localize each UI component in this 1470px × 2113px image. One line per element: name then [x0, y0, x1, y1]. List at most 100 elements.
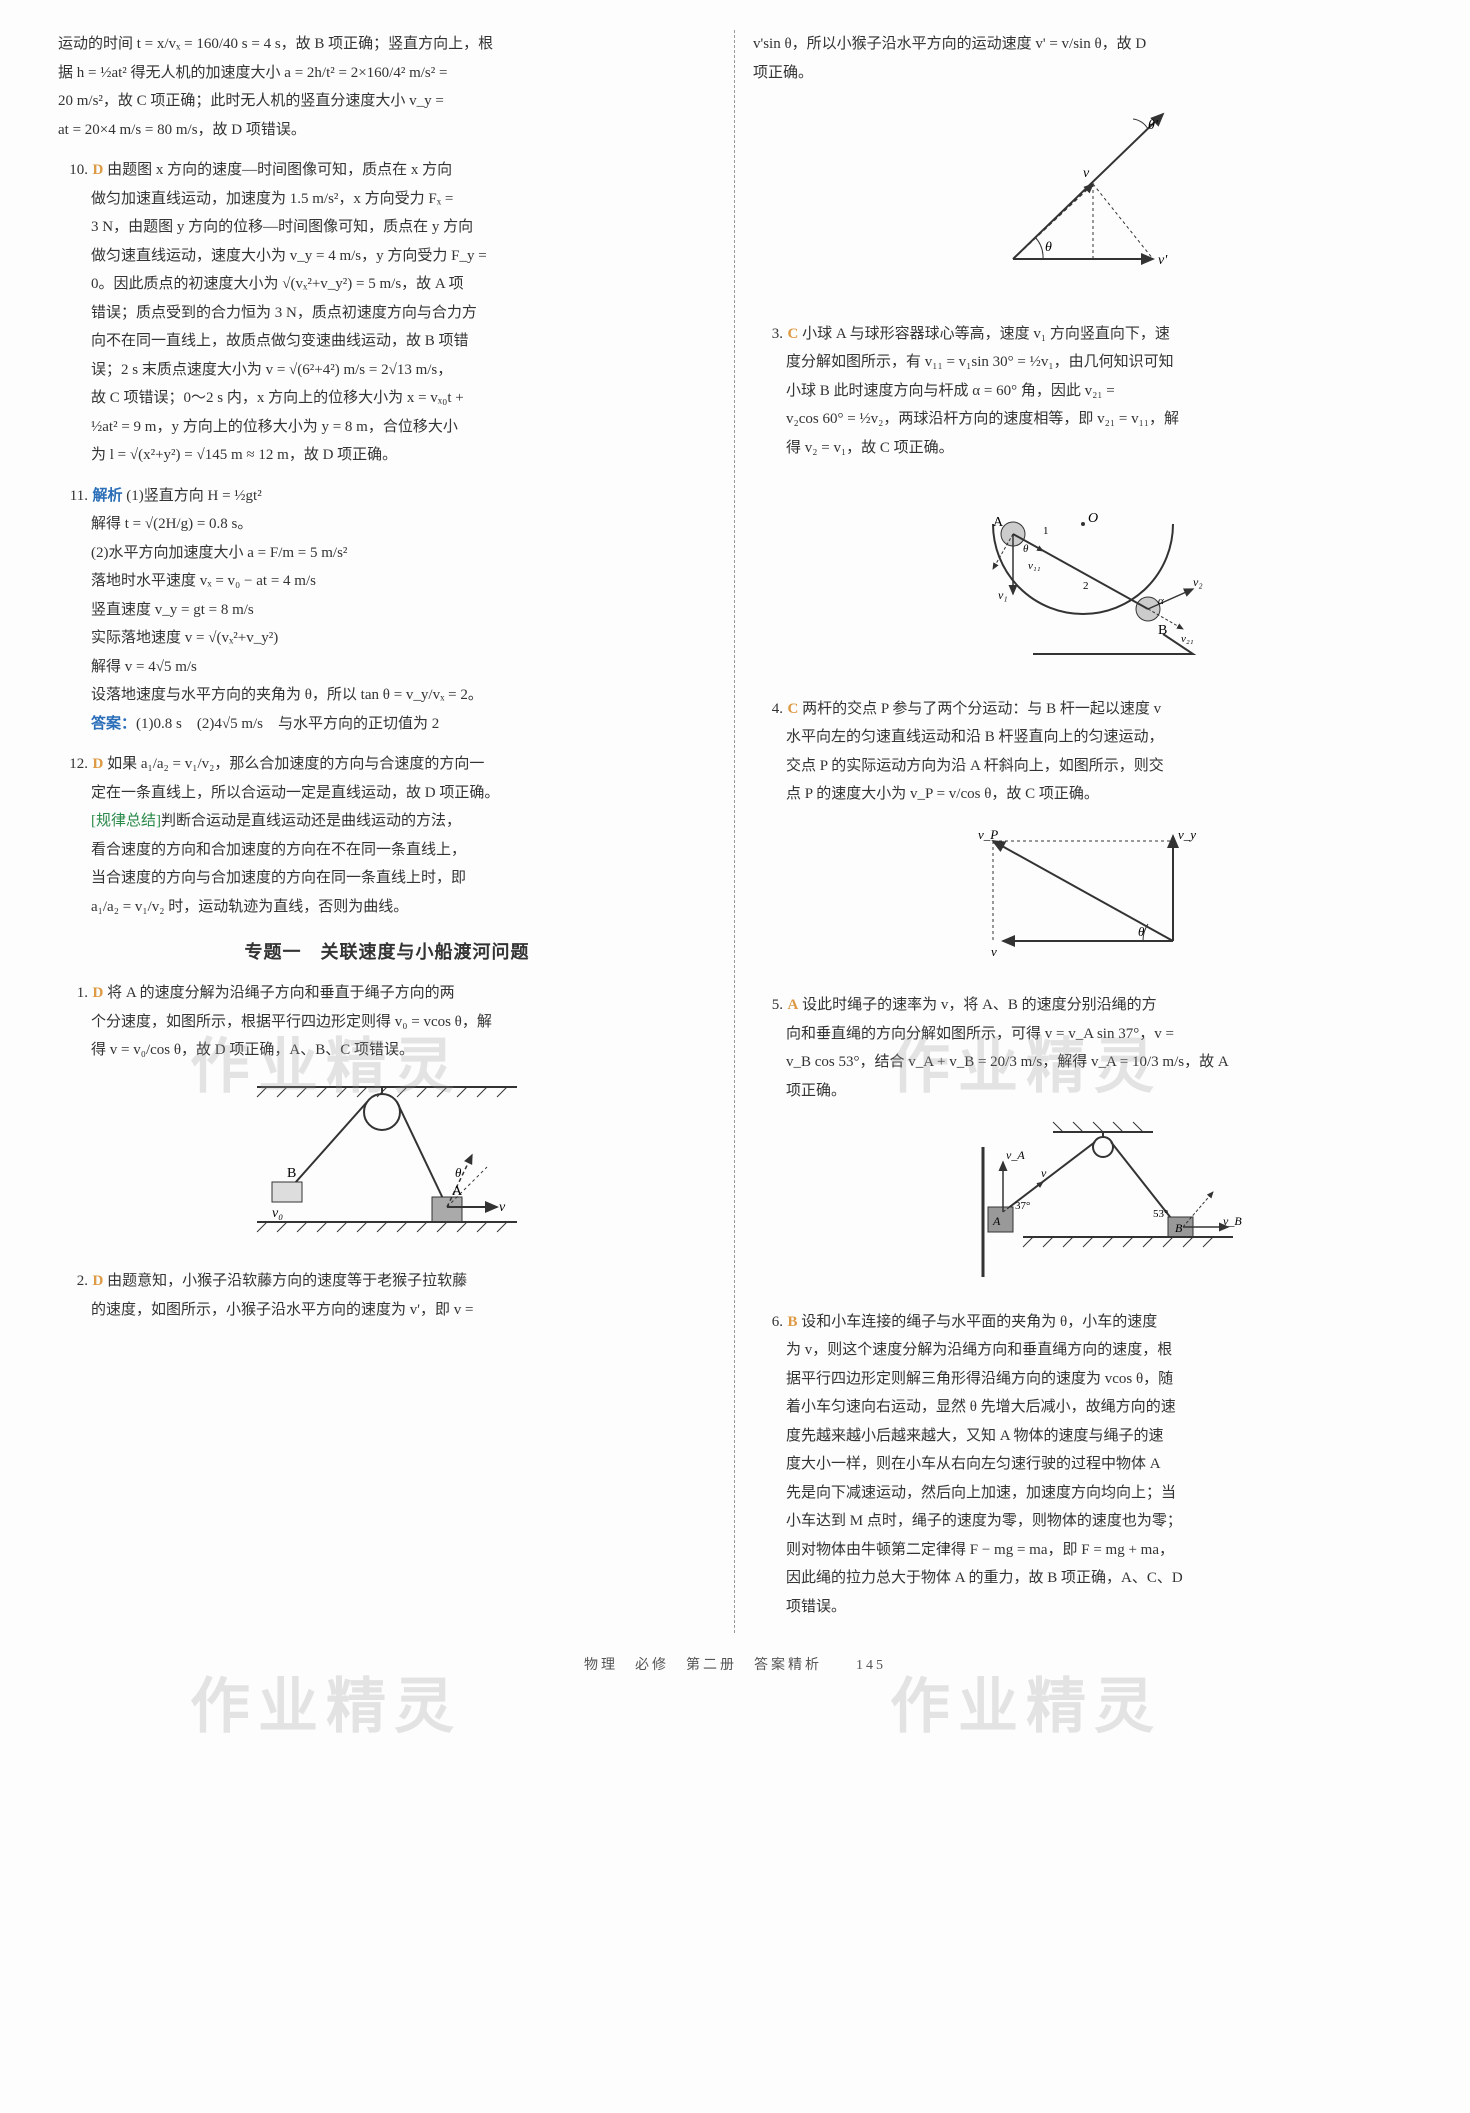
- problem-10: 10.D 由题图 x 方向的速度—时间图像可知，质点在 x 方向 做匀加速直线运…: [58, 156, 716, 470]
- diagram-pulley-ab: B A v₀ v θ: [58, 1077, 716, 1258]
- answer-letter: C: [788, 326, 799, 342]
- text-line: ½at² = 9 m，y 方向上的位移大小为 y = 8 m，合位移大小: [91, 413, 716, 442]
- text-line: 小车达到 M 点时，绳子的速度为零，则物体的速度也为零；: [786, 1507, 1412, 1536]
- text-line: 误；2 s 末质点速度大小为 v = √(6²+4²) m/s = 2√13 m…: [91, 356, 716, 385]
- section-title: 专题一 关联速度与小船渡河问题: [58, 935, 716, 969]
- text-line: 做匀速直线运动，速度大小为 v_y = 4 m/s，y 方向受力 F_y =: [91, 242, 716, 271]
- text-line: 的速度，如图所示，小猴子沿水平方向的速度为 v'，即 v =: [91, 1296, 716, 1325]
- text-line: 项正确。: [786, 1077, 1412, 1106]
- svg-text:v: v: [499, 1200, 506, 1215]
- text-line: 3 N，由题图 y 方向的位移—时间图像可知，质点在 y 方向: [91, 213, 716, 242]
- text-line: 设和小车连接的绳子与水平面的夹角为 θ，小车的速度: [801, 1314, 1157, 1330]
- svg-text:v₂: v₂: [1193, 575, 1203, 589]
- right-column: v'sin θ，所以小猴子沿水平方向的运动速度 v' = v/sin θ，故 D…: [735, 30, 1430, 1633]
- svg-text:v: v: [1083, 166, 1090, 181]
- text-line: 项正确。: [753, 59, 1412, 88]
- text-line: 判断合运动是直线运动还是曲线运动的方法，: [161, 813, 461, 829]
- problem-number: 6.: [753, 1308, 783, 1337]
- answer-label: 答案：: [91, 716, 136, 732]
- svg-text:θ: θ: [455, 1165, 462, 1180]
- diagram-sphere-container: A O B v₁ v₁₁ v₂ v₂₁ 1 2 α θ: [753, 474, 1412, 685]
- answer-letter: A: [788, 997, 799, 1013]
- problem-number: 1.: [58, 979, 88, 1008]
- problem-number: 4.: [753, 695, 783, 724]
- text-line: 实际落地速度 v = √(vₓ²+v_y²): [91, 624, 716, 653]
- rule-label: [规律总结]: [91, 813, 161, 829]
- text-line: v_B cos 53°，结合 v_A + v_B = 20/3 m/s，解得 v…: [786, 1048, 1412, 1077]
- analysis-label: 解析: [93, 488, 123, 504]
- text-line: 为 l = √(x²+y²) = √145 m ≈ 12 m，故 D 项正确。: [91, 441, 716, 470]
- svg-text:θ': θ': [1148, 118, 1159, 133]
- svg-text:v₁₁: v₁₁: [1028, 560, 1041, 572]
- text-line: 解得 v = 4√5 m/s: [91, 653, 716, 682]
- diagram-crossed-bars: v_P v_y v θ: [753, 821, 1412, 982]
- text-line: 当合速度的方向与合加速度的方向在同一条直线上时，即: [91, 864, 716, 893]
- text-line: 如果 a₁/a₂ = v₁/v₂，那么合加速度的方向与合速度的方向一: [107, 756, 484, 772]
- svg-text:θ: θ: [1045, 240, 1052, 255]
- text-line: 得 v₂ = v₁，故 C 项正确。: [786, 434, 1412, 463]
- svg-text:v: v: [1041, 1166, 1047, 1180]
- page-container: 作业精灵 作业精灵 作业精灵 作业精灵 运动的时间 t = x/vₓ = 160…: [40, 30, 1430, 1633]
- text-line: 竖直速度 v_y = gt = 8 m/s: [91, 596, 716, 625]
- text-line: a₁/a₂ = v₁/v₂ 时，运动轨迹为直线，否则为曲线。: [91, 893, 716, 922]
- text-line: 据 h = ½at² 得无人机的加速度大小 a = 2h/t² = 2×160/…: [58, 59, 716, 88]
- diagram-monkey-vine: θ θ' v v': [753, 99, 1412, 310]
- text-line: 由题意知，小猴子沿软藤方向的速度等于老猴子拉软藤: [107, 1273, 467, 1289]
- svg-text:v₂₁: v₂₁: [1181, 633, 1194, 645]
- section-problem-1: 1.D 将 A 的速度分解为沿绳子方向和垂直于绳子方向的两 个分速度，如图所示，…: [58, 979, 716, 1065]
- text-line: 因此绳的拉力总大于物体 A 的重力，故 B 项正确，A、C、D: [786, 1564, 1412, 1593]
- problem-number: 11.: [58, 482, 88, 511]
- text-line: 向不在同一直线上，故质点做匀变速曲线运动，故 B 项错: [91, 327, 716, 356]
- svg-text:v': v': [1158, 253, 1168, 268]
- text-line: 着小车匀速向右运动，显然 θ 先增大后减小，故绳方向的速: [786, 1393, 1412, 1422]
- text-line: 20 m/s²，故 C 项正确；此时无人机的竖直分速度大小 v_y =: [58, 87, 716, 116]
- svg-text:A: A: [993, 515, 1004, 530]
- text-line: 为 v，则这个速度分解为沿绳方向和垂直绳方向的速度，根: [786, 1336, 1412, 1365]
- svg-text:1: 1: [1043, 525, 1049, 537]
- text-line: 个分速度，如图所示，根据平行四边形定则得 v₀ = vcos θ，解: [91, 1008, 716, 1037]
- section-problem-2: 2.D 由题意知，小猴子沿软藤方向的速度等于老猴子拉软藤 的速度，如图所示，小猴…: [58, 1267, 716, 1324]
- text-line: 错误；质点受到的合力恒为 3 N，质点初速度方向与合力方: [91, 299, 716, 328]
- problem-6: 6. B 设和小车连接的绳子与水平面的夹角为 θ，小车的速度 为 v，则这个速度分…: [753, 1308, 1412, 1622]
- text-line: 设此时绳子的速率为 v，将 A、B 的速度分别沿绳的方: [802, 997, 1157, 1013]
- svg-text:v_B: v_B: [1223, 1214, 1242, 1228]
- answer-letter: D: [93, 1273, 104, 1289]
- svg-text:v_A: v_A: [1006, 1148, 1025, 1162]
- svg-text:B: B: [287, 1166, 296, 1181]
- svg-text:v: v: [991, 944, 997, 959]
- problem-number: 3.: [753, 320, 783, 349]
- text-line: 先是向下减速运动，然后向上加速，加速度方向均向上；当: [786, 1479, 1412, 1508]
- problem-3: 3. C 小球 A 与球形容器球心等高，速度 v₁ 方向竖直向下，速 度分解如图所…: [753, 320, 1412, 463]
- text-line: 小球 B 此时速度方向与杆成 α = 60° 角，因此 v₂₁ =: [786, 377, 1412, 406]
- text-line: 项错误。: [786, 1593, 1412, 1622]
- diagram-rope-blocks: v_A v 37° 53° v_B A B: [753, 1117, 1412, 1298]
- text-line: 两杆的交点 P 参与了两个分运动：与 B 杆一起以速度 v: [802, 701, 1161, 717]
- text-line: 落地时水平速度 vₓ = v₀ − at = 4 m/s: [91, 567, 716, 596]
- text-line: 得 v = v₀/cos θ，故 D 项正确，A、B、C 项错误。: [91, 1036, 716, 1065]
- text-line: 据平行四边形定则解三角形得沿绳方向的速度为 vcos θ，随: [786, 1365, 1412, 1394]
- answer-text: (1)0.8 s (2)4√5 m/s 与水平方向的正切值为 2: [136, 716, 439, 732]
- problem-11: 11.解析 (1)竖直方向 H = ½gt² 解得 t = √(2H/g) = …: [58, 482, 716, 739]
- svg-text:53°: 53°: [1153, 1208, 1168, 1220]
- text-line: 度大小一样，则在小车从右向左匀速行驶的过程中物体 A: [786, 1450, 1412, 1479]
- text-line: 设落地速度与水平方向的夹角为 θ，所以 tan θ = v_y/vₓ = 2。: [91, 681, 716, 710]
- text-line: 由题图 x 方向的速度—时间图像可知，质点在 x 方向: [107, 162, 452, 178]
- svg-text:v₀: v₀: [272, 1206, 283, 1221]
- text-line: 运动的时间 t = x/vₓ = 160/40 s = 4 s，故 B 项正确；…: [58, 30, 716, 59]
- text-line: 故 C 项错误；0～2 s 内，x 方向上的位移大小为 x = vₓ₀t +: [91, 384, 716, 413]
- text-line: (2)水平方向加速度大小 a = F/m = 5 m/s²: [91, 539, 716, 568]
- left-column: 运动的时间 t = x/vₓ = 160/40 s = 4 s，故 B 项正确；…: [40, 30, 735, 1633]
- svg-text:B: B: [1175, 1221, 1183, 1235]
- svg-text:O: O: [1088, 511, 1098, 526]
- svg-text:A: A: [992, 1214, 1001, 1228]
- text-line: 小球 A 与球形容器球心等高，速度 v₁ 方向竖直向下，速: [802, 326, 1170, 342]
- problem-number: 5.: [753, 991, 783, 1020]
- text-line: (1)竖直方向 H = ½gt²: [126, 488, 261, 504]
- text-line: 定在一条直线上，所以合运动一定是直线运动，故 D 项正确。: [91, 779, 716, 808]
- text-line: at = 20×4 m/s = 80 m/s，故 D 项错误。: [58, 116, 716, 145]
- svg-text:v₁: v₁: [998, 588, 1008, 602]
- text-line: 0。因此质点的初速度大小为 √(vₓ²+v_y²) = 5 m/s，故 A 项: [91, 270, 716, 299]
- text-line: 度分解如图所示，有 v₁₁ = v₁sin 30° = ½v₁，由几何知识可知: [786, 348, 1412, 377]
- text-line: v₂cos 60° = ½v₂，两球沿杆方向的速度相等，即 v₂₁ = v₁₁，…: [786, 405, 1412, 434]
- answer-letter: B: [788, 1314, 798, 1330]
